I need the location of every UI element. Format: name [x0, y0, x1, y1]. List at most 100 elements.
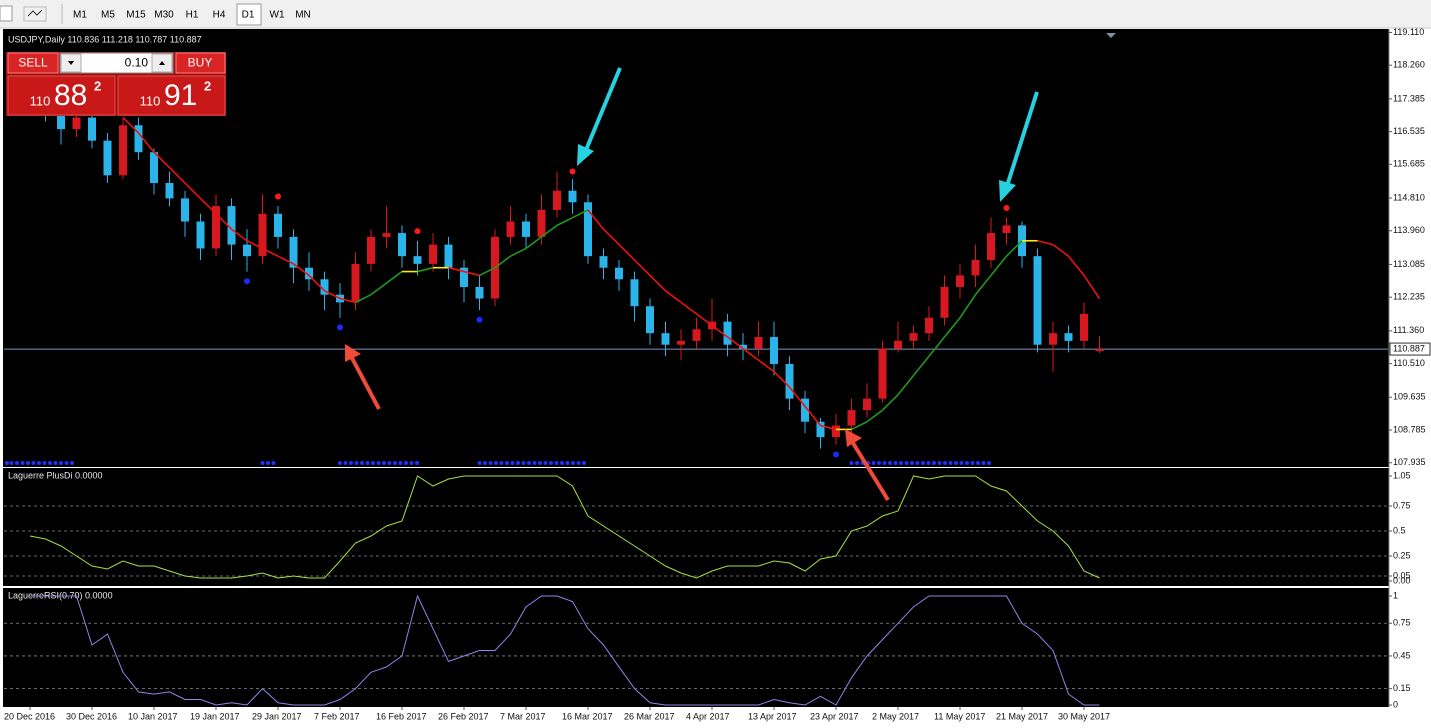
state-dot — [415, 461, 419, 465]
timeframe-button[interactable]: D1 — [242, 10, 255, 21]
ma-segment — [897, 375, 915, 396]
state-dot — [926, 461, 931, 465]
y-tick-label: 0.75 — [1393, 618, 1411, 628]
signal-dot — [476, 316, 483, 323]
state-dot — [516, 461, 520, 465]
pane-title: USDJPY,Daily 110.836 111.218 110.787 110… — [8, 34, 202, 44]
x-tick-label: 16 Mar 2017 — [562, 711, 613, 721]
toolbar-icon[interactable] — [0, 5, 13, 22]
ma-segment — [339, 297, 356, 304]
state-dot — [527, 461, 531, 465]
candle-body — [785, 363, 794, 399]
y-tick-label: 111.360 — [1393, 325, 1424, 335]
timeframe-button[interactable]: MN — [295, 10, 311, 21]
state-dot — [31, 461, 36, 465]
ma-segment — [990, 255, 1008, 276]
candle-body — [1064, 333, 1073, 341]
state-dot — [943, 461, 947, 465]
ma-segment — [293, 263, 310, 277]
state-dot — [70, 461, 74, 465]
candle-body — [661, 333, 670, 345]
signal-dot — [569, 168, 576, 175]
state-dot — [954, 461, 958, 465]
ma-segment — [246, 240, 263, 250]
candle-body — [165, 183, 174, 199]
state-dot — [576, 461, 581, 465]
ask-big: 110 — [140, 93, 161, 108]
ma-segment — [1067, 255, 1085, 276]
state-dot — [932, 461, 936, 465]
timeframe-button[interactable]: M1 — [73, 10, 87, 21]
ma-segment — [820, 424, 837, 431]
candle-body — [878, 348, 887, 399]
ma-segment — [510, 247, 527, 257]
candle-body — [584, 202, 592, 257]
state-dot — [477, 461, 482, 465]
state-dot — [15, 461, 19, 465]
indicator-line — [30, 594, 1100, 706]
ma-segment — [262, 247, 279, 257]
timeframe-button[interactable]: H4 — [213, 10, 226, 21]
ma-segment — [184, 182, 202, 199]
rsi-pane — [3, 588, 1389, 707]
candle-body — [1095, 349, 1104, 352]
ma-segment — [665, 290, 682, 304]
candle-body — [537, 209, 546, 237]
candle-body — [1002, 225, 1011, 234]
state-dot — [338, 461, 342, 465]
state-dot — [376, 461, 381, 465]
timeframe-button[interactable]: M15 — [126, 10, 146, 21]
candle-body — [413, 256, 422, 264]
state-dot — [965, 461, 969, 465]
state-dot — [882, 461, 887, 465]
bid-box[interactable] — [7, 75, 116, 116]
signal-dot — [414, 228, 421, 235]
state-dot — [532, 461, 537, 465]
state-dot — [53, 461, 58, 465]
toolbar-icon[interactable] — [23, 6, 47, 22]
y-tick-label: 109.635 — [1393, 392, 1426, 402]
x-tick-label: 7 Feb 2017 — [314, 711, 360, 721]
toolbar-icon-glyph — [27, 9, 43, 17]
candle-body — [940, 286, 949, 318]
ma-segment — [324, 290, 341, 300]
candle-body — [615, 267, 623, 280]
buy-button[interactable] — [175, 52, 226, 74]
timeframe-button[interactable]: M30 — [154, 10, 174, 21]
state-dot — [488, 461, 493, 465]
state-dot — [871, 461, 876, 465]
indicator-line — [29, 475, 1100, 579]
signal-dot — [337, 324, 343, 331]
state-dot — [571, 461, 575, 465]
red-arrow — [350, 357, 381, 410]
signal-dot — [833, 451, 839, 458]
state-dot — [510, 461, 515, 465]
state-dot — [899, 461, 903, 465]
x-tick-label: 23 Apr 2017 — [810, 711, 859, 721]
state-dot — [987, 461, 991, 465]
y-tick-label: 1 — [1393, 590, 1398, 600]
y-tick-label: 112.235 — [1393, 292, 1425, 302]
state-dot — [855, 461, 859, 465]
state-dot — [538, 461, 542, 465]
x-tick-label: 4 Apr 2017 — [686, 711, 730, 721]
volume-input[interactable] — [59, 52, 174, 74]
candle-body — [320, 279, 329, 295]
ma-segment — [618, 244, 636, 261]
sell-button[interactable] — [7, 52, 59, 74]
y-tick-label: 114.810 — [1393, 192, 1425, 202]
timeframe-button[interactable]: H1 — [186, 10, 199, 21]
timeframe-button[interactable]: W1 — [270, 10, 285, 21]
timeframe-button[interactable]: M5 — [101, 10, 115, 21]
state-dot — [970, 461, 975, 465]
state-dot — [554, 461, 559, 465]
ask-box[interactable] — [117, 75, 226, 116]
state-dot — [849, 461, 854, 465]
candle-body — [894, 340, 902, 349]
ma-segment — [386, 270, 403, 284]
y-tick-label: 107.935 — [1393, 457, 1426, 467]
bid-big: 110 — [30, 93, 51, 108]
candle-body — [258, 213, 267, 257]
ma-segment — [943, 317, 961, 338]
